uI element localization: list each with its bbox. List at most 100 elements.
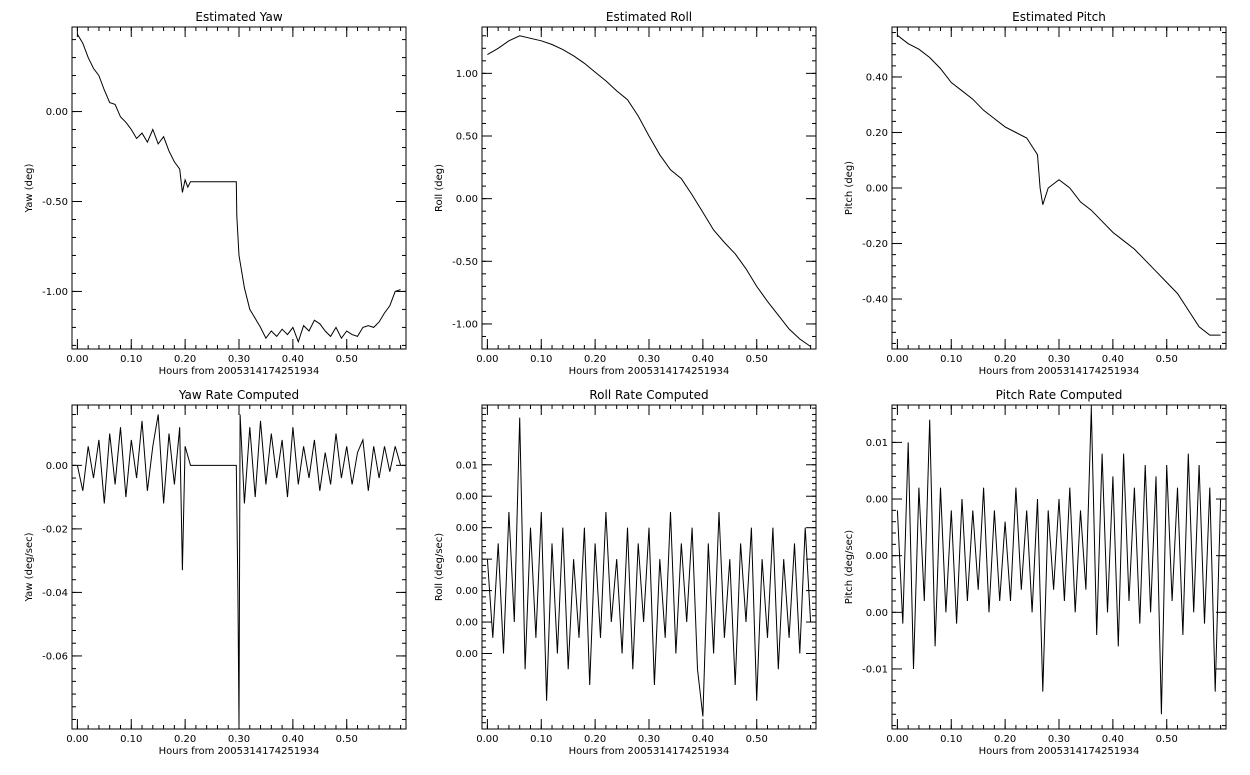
x-tick-label: 0.50 xyxy=(336,354,358,365)
y-tick-label: 0.01 xyxy=(456,460,478,471)
x-axis-label: Hours from 2005314174251934 xyxy=(979,366,1140,377)
y-axis-label: Yaw (deg/sec) xyxy=(24,532,35,602)
y-axis-label: Yaw (deg) xyxy=(24,163,35,213)
y-tick-label: -0.40 xyxy=(862,295,888,306)
x-tick-label: 0.50 xyxy=(336,734,358,745)
x-tick-label: 0.50 xyxy=(746,354,768,365)
plot-frame xyxy=(481,26,817,350)
x-tick-label: 0.20 xyxy=(994,734,1016,745)
y-tick-label: -0.01 xyxy=(862,664,888,675)
chart-panel-6: Pitch Rate Computed 0.00 0.10 0.20 0.30 0.40 0… xyxy=(844,388,1227,757)
chart-panel-3: Estimated Pitch 0.00 0.10 0.20 0.30 0.40 0.50 -… xyxy=(844,10,1227,377)
x-tick-label: 0.10 xyxy=(120,354,142,365)
y-tick-label: 0.00 xyxy=(866,551,888,562)
x-tick-label: 0.40 xyxy=(692,354,714,365)
y-tick-label: -0.20 xyxy=(862,239,888,250)
x-tick-label: 0.00 xyxy=(66,734,88,745)
x-tick-label: 0.40 xyxy=(282,734,304,745)
y-tick-label: -0.50 xyxy=(42,197,68,208)
y-tick-label: 0.00 xyxy=(456,194,478,205)
x-tick-label: 0.20 xyxy=(584,734,606,745)
x-axis-label: Hours from 2005314174251934 xyxy=(979,746,1140,757)
x-tick-label: 0.50 xyxy=(1156,734,1178,745)
y-tick-label: -1.00 xyxy=(42,287,68,298)
chart-title: Roll Rate Computed xyxy=(589,388,708,402)
y-tick-label: 0.00 xyxy=(456,618,478,629)
x-tick-label: 0.00 xyxy=(66,354,88,365)
x-tick-label: 0.00 xyxy=(886,354,908,365)
plot-frame xyxy=(891,26,1227,350)
y-tick-label: 0.00 xyxy=(456,492,478,503)
x-tick-label: 0.30 xyxy=(228,354,250,365)
chart-title: Estimated Roll xyxy=(606,10,692,24)
series-line xyxy=(76,33,401,344)
series-line xyxy=(896,408,1222,715)
y-tick-label: 1.00 xyxy=(456,69,478,80)
y-tick-label: 0.00 xyxy=(456,523,478,534)
x-axis-label: Hours from 2005314174251934 xyxy=(159,746,320,757)
x-tick-label: 0.10 xyxy=(530,734,552,745)
chart-panel-5: Roll Rate Computed 0.00 0.10 0.20 0.30 0.40 0.… xyxy=(434,388,817,757)
y-tick-label: 0.00 xyxy=(866,495,888,506)
y-tick-label: 0.00 xyxy=(866,608,888,619)
chart-title: Yaw Rate Computed xyxy=(178,388,299,402)
x-tick-label: 0.30 xyxy=(1048,354,1070,365)
x-tick-label: 0.20 xyxy=(174,734,196,745)
x-tick-label: 0.30 xyxy=(1048,734,1070,745)
y-tick-label: -0.50 xyxy=(452,257,478,268)
y-tick-label: -0.06 xyxy=(42,651,68,662)
chart-title: Estimated Yaw xyxy=(195,10,282,24)
y-axis-label: Roll (deg/sec) xyxy=(434,533,445,601)
y-axis-label: Roll (deg) xyxy=(434,164,445,212)
chart-panel-2: Estimated Roll 0.00 0.10 0.20 0.30 0.40 0.50 -1… xyxy=(434,10,817,377)
y-tick-label: -1.00 xyxy=(452,319,478,330)
x-tick-label: 0.00 xyxy=(886,734,908,745)
y-axis-label: Pitch (deg/sec) xyxy=(844,530,855,605)
series-line xyxy=(897,34,1221,336)
y-tick-label: 0.01 xyxy=(866,438,888,449)
x-tick-label: 0.10 xyxy=(940,354,962,365)
x-tick-label: 0.40 xyxy=(282,354,304,365)
x-tick-label: 0.50 xyxy=(746,734,768,745)
chart-panel-4: Yaw Rate Computed 0.00 0.10 0.20 0.30 0.40 0.5… xyxy=(24,388,407,757)
x-tick-label: 0.00 xyxy=(476,354,498,365)
series-line xyxy=(76,414,402,726)
chart-title: Pitch Rate Computed xyxy=(996,388,1123,402)
y-tick-label: 0.00 xyxy=(456,586,478,597)
x-tick-label: 0.00 xyxy=(476,734,498,745)
x-tick-label: 0.30 xyxy=(228,734,250,745)
y-tick-label: 0.00 xyxy=(456,649,478,660)
series-line xyxy=(486,417,812,717)
x-tick-label: 0.10 xyxy=(530,354,552,365)
x-tick-label: 0.10 xyxy=(940,734,962,745)
y-axis-label: Pitch (deg) xyxy=(844,161,855,215)
x-tick-label: 0.20 xyxy=(994,354,1016,365)
x-tick-label: 0.30 xyxy=(638,734,660,745)
y-tick-label: -0.04 xyxy=(42,588,68,599)
x-tick-label: 0.30 xyxy=(638,354,660,365)
x-tick-label: 0.20 xyxy=(174,354,196,365)
y-tick-label: 0.00 xyxy=(456,555,478,566)
x-tick-label: 0.40 xyxy=(692,734,714,745)
x-tick-label: 0.40 xyxy=(1102,354,1124,365)
y-tick-label: 0.50 xyxy=(456,132,478,143)
y-tick-label: -0.02 xyxy=(42,524,68,535)
x-axis-label: Hours from 2005314174251934 xyxy=(569,366,730,377)
y-tick-label: 0.00 xyxy=(866,184,888,195)
x-tick-label: 0.50 xyxy=(1156,354,1178,365)
y-tick-label: 0.00 xyxy=(46,461,68,472)
y-tick-label: 0.40 xyxy=(866,72,888,83)
series-line xyxy=(487,35,811,347)
x-tick-label: 0.40 xyxy=(1102,734,1124,745)
x-tick-label: 0.20 xyxy=(584,354,606,365)
plot-frame xyxy=(891,404,1227,730)
x-axis-label: Hours from 2005314174251934 xyxy=(159,366,320,377)
x-tick-label: 0.10 xyxy=(120,734,142,745)
y-tick-label: 0.00 xyxy=(46,107,68,118)
chart-panel-1: Estimated Yaw 0.00 0.10 0.20 0.30 0.40 0.50 -1.… xyxy=(24,10,407,377)
chart-title: Estimated Pitch xyxy=(1012,10,1106,24)
x-axis-label: Hours from 2005314174251934 xyxy=(569,746,730,757)
plot-frame xyxy=(71,26,407,350)
y-tick-label: 0.20 xyxy=(866,128,888,139)
